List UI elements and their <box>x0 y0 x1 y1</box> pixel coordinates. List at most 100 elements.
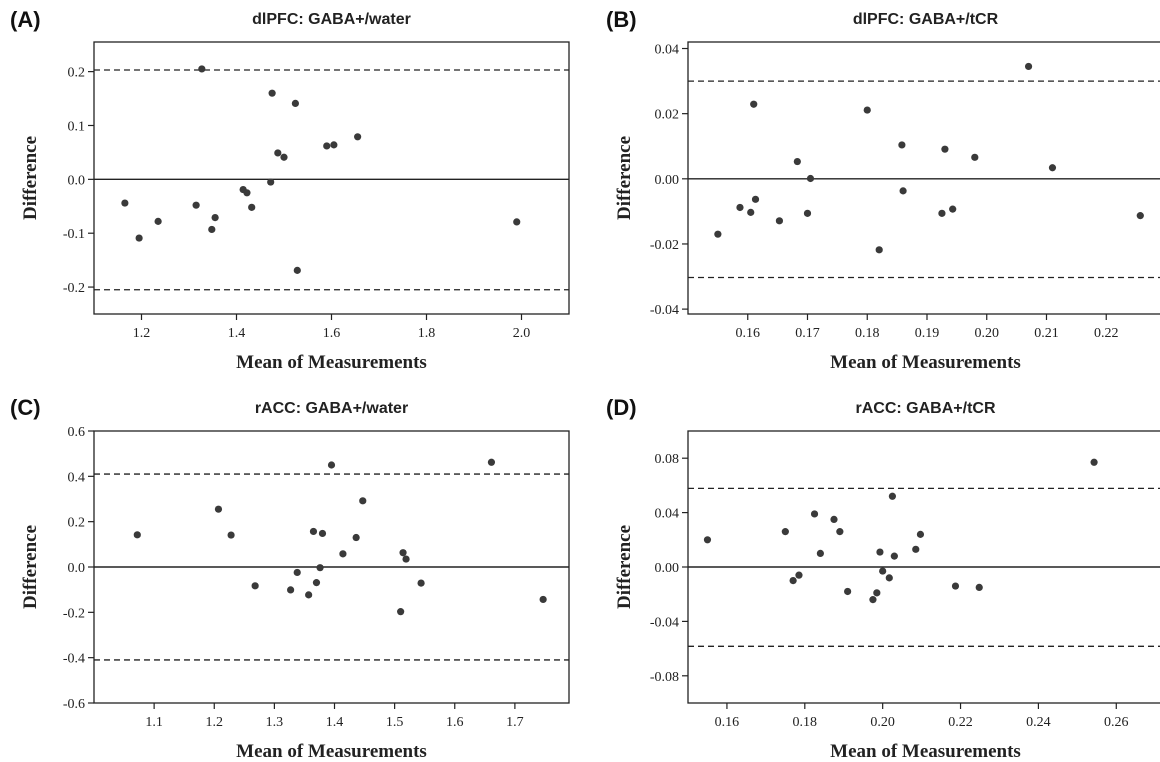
x-tick-label: 0.24 <box>1026 715 1051 730</box>
y-tick-label: 0.6 <box>68 425 86 440</box>
data-point <box>703 536 712 544</box>
x-tick-label: 0.19 <box>915 326 940 341</box>
data-point <box>876 548 884 556</box>
data-point <box>885 574 893 582</box>
data-point <box>747 208 755 216</box>
x-tick-label: 1.2 <box>133 326 151 341</box>
y-tick-label: 0.4 <box>68 470 86 485</box>
y-tick-label: 0.00 <box>655 173 680 188</box>
x-axis-title: Mean of Measurements <box>830 352 1021 373</box>
y-tick-label: -0.04 <box>650 615 679 630</box>
data-point <box>248 203 256 211</box>
data-point <box>916 530 925 538</box>
x-tick-label: 1.4 <box>326 715 344 730</box>
data-point <box>875 246 883 254</box>
panel-label: (B) <box>606 7 637 32</box>
y-tick-label: -0.2 <box>63 281 85 296</box>
data-point <box>402 555 410 563</box>
data-point <box>539 595 547 604</box>
data-point <box>399 549 407 557</box>
data-point <box>354 133 362 141</box>
x-tick-label: 1.6 <box>446 715 464 730</box>
data-point <box>803 209 812 217</box>
data-point <box>830 515 838 524</box>
data-point <box>251 582 259 590</box>
data-point <box>208 225 216 234</box>
chart-title: dlPFC: GABA+/tCR <box>853 11 999 28</box>
x-tick-label: 0.18 <box>855 326 880 341</box>
data-point <box>268 89 276 97</box>
data-point <box>912 545 920 553</box>
panel-label: (D) <box>606 395 637 420</box>
data-point <box>816 549 824 558</box>
x-tick-label: 1.6 <box>323 326 341 341</box>
data-point <box>211 213 219 222</box>
data-point <box>339 550 347 558</box>
x-tick-label: 1.3 <box>266 715 284 730</box>
data-point <box>898 141 906 149</box>
x-axis-title: Mean of Measurements <box>236 352 427 373</box>
data-point <box>795 571 803 579</box>
data-point <box>938 209 946 217</box>
data-point <box>844 587 852 596</box>
data-point <box>312 579 321 587</box>
data-point <box>154 217 162 225</box>
data-point <box>513 218 521 226</box>
data-point <box>714 230 722 238</box>
panel-a: (A) dlPFC: GABA+/water 1.2 1.4 1.6 1.8 2.0 -0.2… <box>10 7 570 373</box>
data-point <box>274 149 282 157</box>
y-tick-label: 0.2 <box>68 66 86 81</box>
panel-c: (C) rACC: GABA+/water 1.1 1.2 1.3 1.4 1.5 1.6 1.… <box>10 395 570 762</box>
data-point <box>133 531 141 539</box>
data-point <box>487 458 496 466</box>
data-point <box>951 582 960 590</box>
data-point <box>318 529 327 538</box>
data-point <box>309 527 318 536</box>
y-tick-label: 0.0 <box>68 561 86 576</box>
x-tick-label: 1.1 <box>145 715 163 730</box>
plot-frame <box>687 41 1160 315</box>
y-axis-title: Difference <box>614 525 635 609</box>
data-point <box>971 153 979 161</box>
x-tick-label: 0.22 <box>1094 326 1119 341</box>
y-tick-label: -0.08 <box>650 670 679 685</box>
x-tick-label: 0.18 <box>793 715 818 730</box>
data-point <box>806 174 815 183</box>
x-tick-label: 0.21 <box>1034 326 1059 341</box>
y-tick-label: 0.1 <box>68 119 86 134</box>
data-point <box>330 141 338 149</box>
data-point <box>863 106 871 114</box>
data-point <box>305 591 313 599</box>
data-point <box>793 157 801 166</box>
y-tick-label: -0.02 <box>650 238 679 253</box>
data-point <box>293 568 301 577</box>
y-tick-label: -0.1 <box>63 227 85 242</box>
data-point <box>810 510 819 518</box>
data-point <box>352 533 360 542</box>
data-point <box>873 589 881 597</box>
data-point <box>135 234 143 242</box>
chart-title: rACC: GABA+/tCR <box>856 400 996 417</box>
data-point <box>267 178 275 186</box>
data-point <box>323 142 331 150</box>
data-point <box>293 266 301 274</box>
panel-d: (D) rACC: GABA+/tCR 0.16 0.18 0.20 0.22 0.24 0.… <box>606 395 1160 762</box>
data-point <box>359 497 367 505</box>
data-point <box>975 583 983 592</box>
data-point <box>327 461 336 469</box>
data-point <box>890 552 898 560</box>
x-tick-label: 1.5 <box>386 715 404 730</box>
data-point <box>888 492 897 500</box>
data-point <box>1136 212 1144 220</box>
panel-b: (B) dlPFC: GABA+/tCR 0.16 0.17 0.18 0.19 0.20 0… <box>606 7 1160 373</box>
panel-label: (C) <box>10 395 41 420</box>
data-point <box>949 205 957 213</box>
x-tick-label: 2.0 <box>513 326 531 341</box>
x-tick-label: 1.4 <box>228 326 246 341</box>
data-point <box>789 577 797 585</box>
chart-title: dlPFC: GABA+/water <box>252 11 411 28</box>
y-tick-label: -0.6 <box>63 697 85 712</box>
data-point <box>1090 458 1098 466</box>
data-point <box>397 608 405 616</box>
